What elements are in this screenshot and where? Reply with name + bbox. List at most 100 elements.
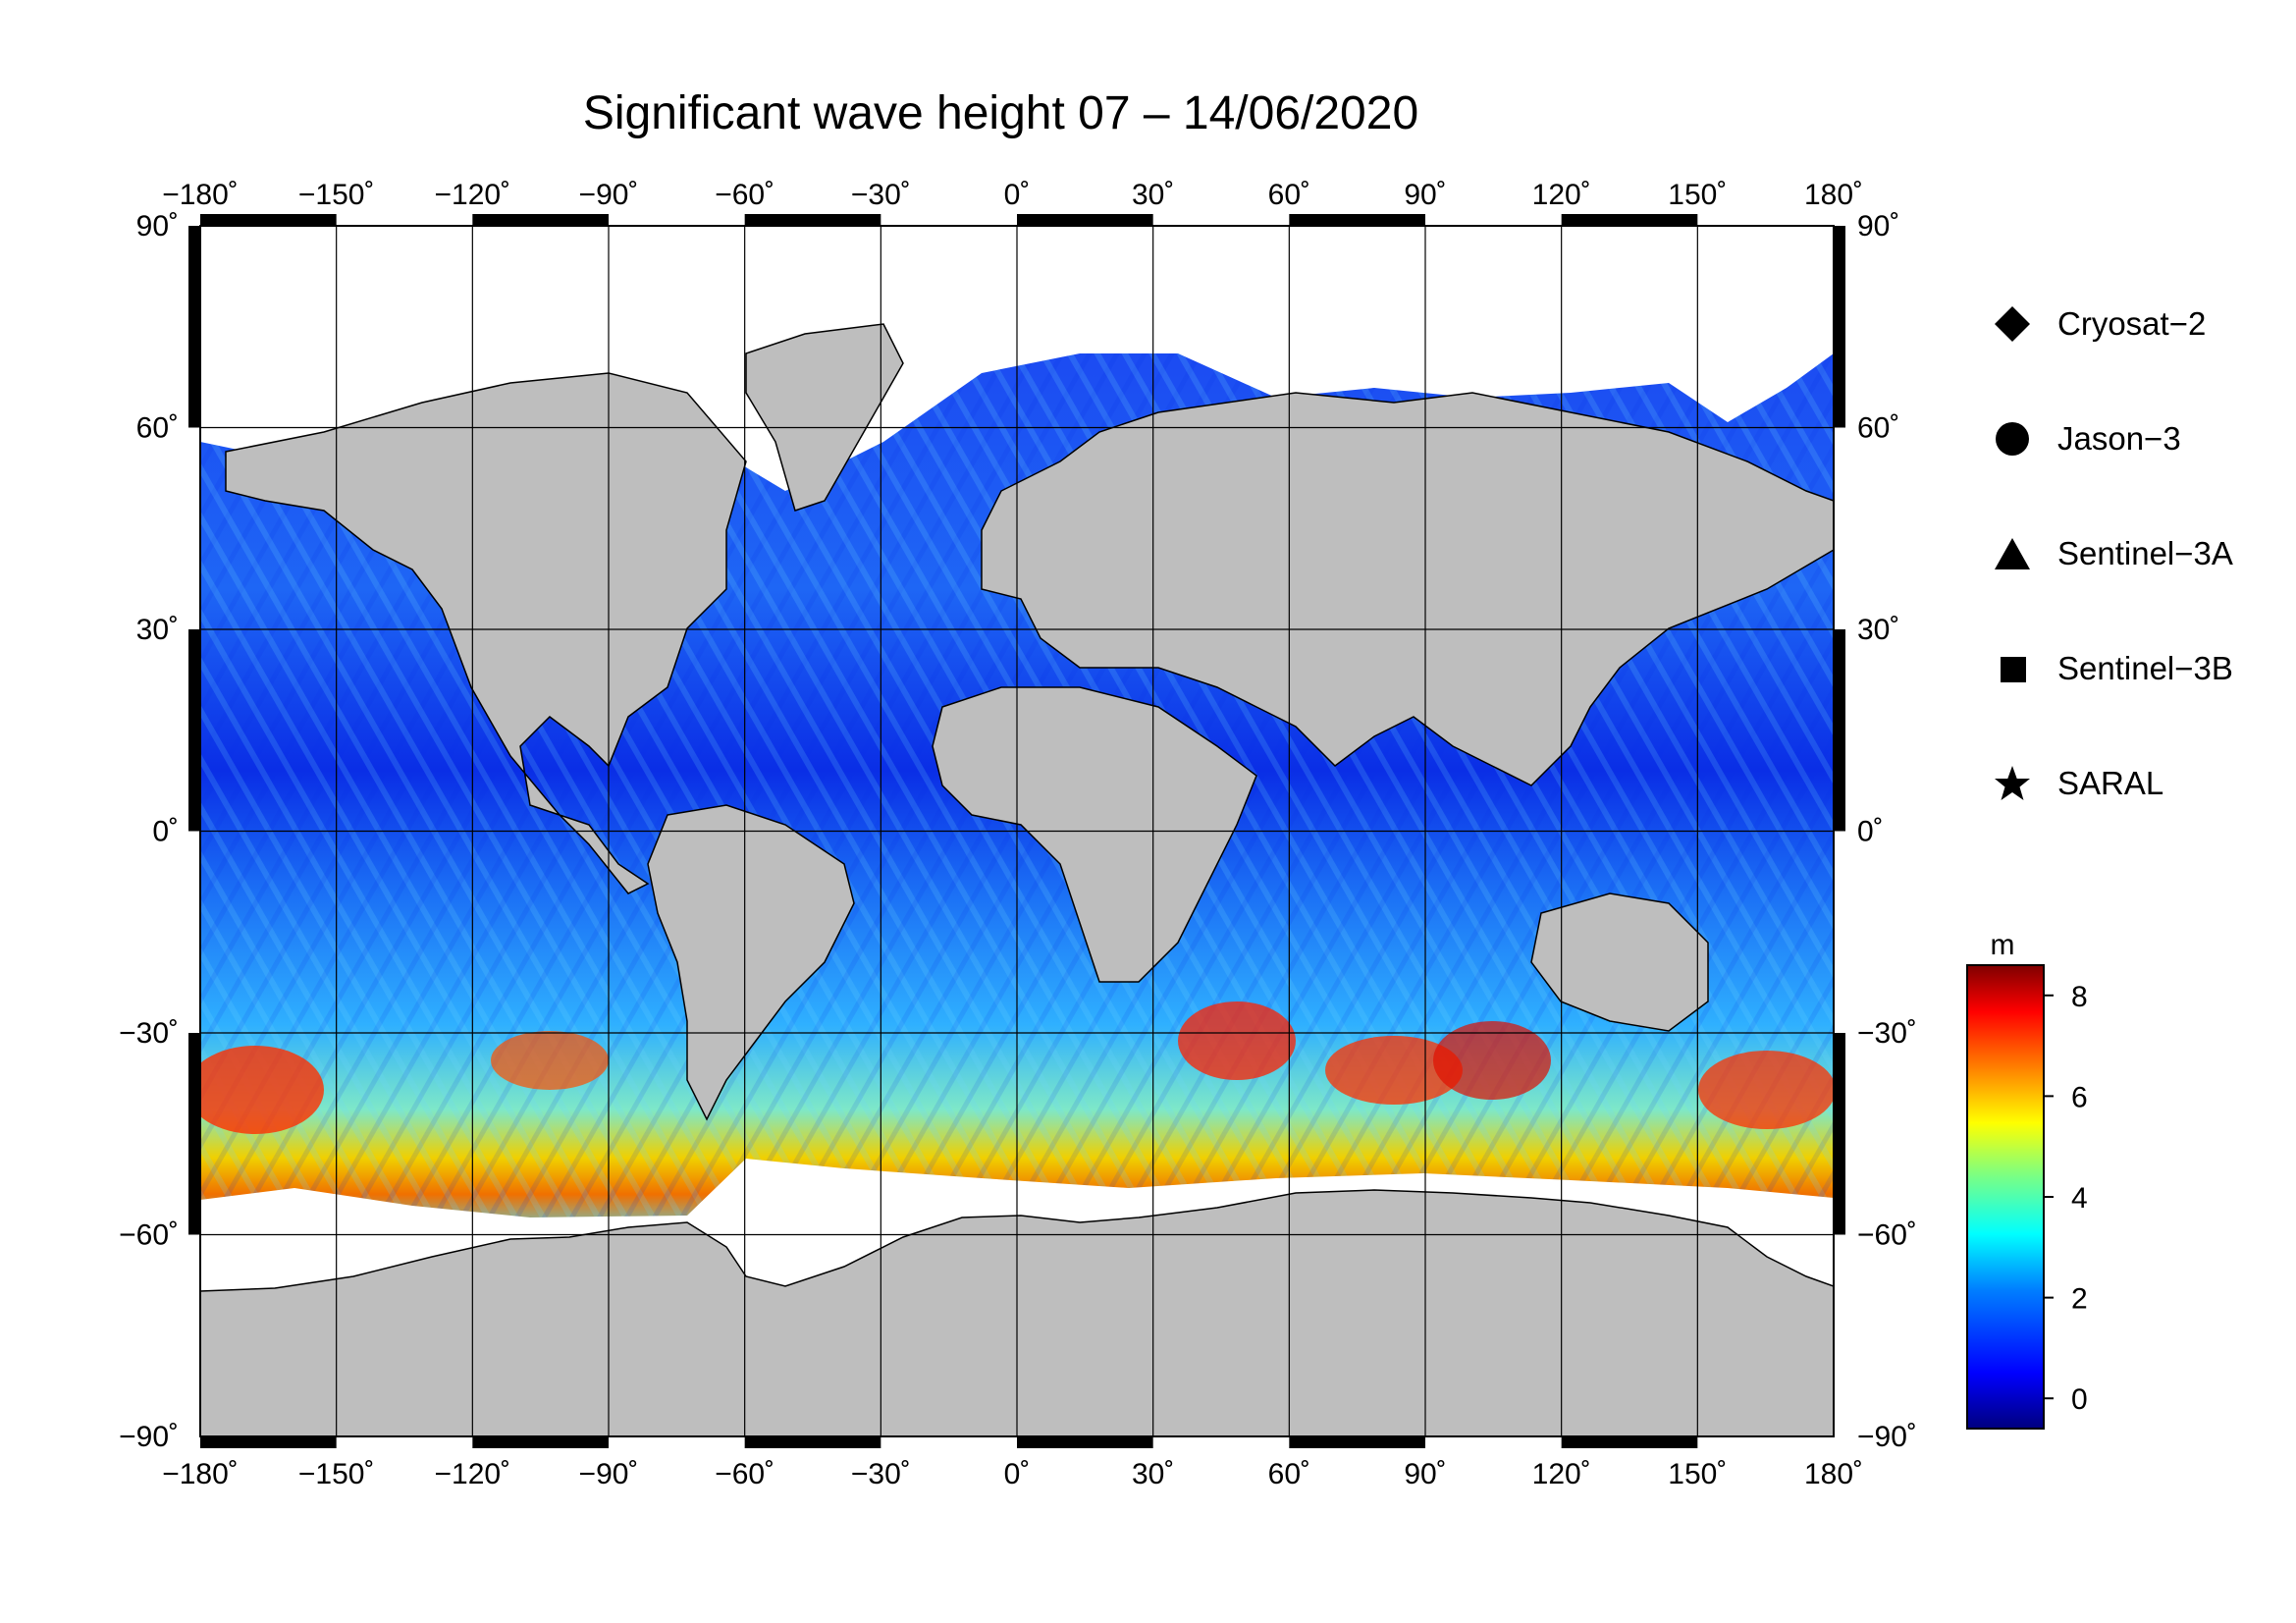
lon-label-top: 0˚ xyxy=(1004,179,1031,211)
colorbar-ticks: 8 6 4 2 0 xyxy=(2044,981,2088,1416)
swath-line xyxy=(2262,226,2296,1436)
colorbar-tick-label: 8 xyxy=(2071,981,2088,1013)
swath-line xyxy=(2262,226,2296,1436)
lat-label-right: −30˚ xyxy=(1857,1017,1917,1050)
legend-label: Sentinel−3B xyxy=(2057,650,2233,686)
lon-label-top: 60˚ xyxy=(1268,179,1310,211)
lon-label-bottom: −120˚ xyxy=(435,1458,511,1490)
swath-line xyxy=(2014,226,2296,1436)
lon-label-bottom: 60˚ xyxy=(1268,1458,1310,1490)
frame-bar-bottom xyxy=(472,1436,609,1448)
colorbar-tick-label: 4 xyxy=(2071,1182,2088,1215)
legend-label: SARAL xyxy=(2057,765,2164,801)
frame-bar-bottom xyxy=(744,1436,881,1448)
swath-line xyxy=(0,226,8,1436)
swath-line xyxy=(2097,226,2296,1436)
swath-line xyxy=(2069,226,2296,1436)
lat-label-left: 60˚ xyxy=(136,412,179,445)
lon-label-top: −60˚ xyxy=(715,179,774,211)
diamond-icon xyxy=(1993,304,2032,344)
lat-label-left: −30˚ xyxy=(119,1017,179,1050)
swath-line xyxy=(1877,226,2296,1436)
swath-line xyxy=(2179,226,2296,1436)
legend-item-cryosat: Cryosat−2 xyxy=(1993,295,2206,353)
swath-line xyxy=(2152,226,2296,1436)
swath-line xyxy=(0,226,118,1436)
swath-line xyxy=(0,226,35,1436)
swath-line xyxy=(0,226,173,1436)
lon-label-bottom: −60˚ xyxy=(715,1458,774,1490)
swath-line xyxy=(1904,226,2296,1436)
frame-bar-top xyxy=(200,214,337,226)
lon-label-top: −120˚ xyxy=(435,179,511,211)
swath-line xyxy=(1819,226,1834,253)
swath-line xyxy=(0,226,90,1436)
greenland-land xyxy=(745,323,904,512)
south-america-land xyxy=(647,804,855,1121)
lon-label-bottom: 90˚ xyxy=(1404,1458,1446,1490)
africa-land xyxy=(932,686,1257,983)
eurasia-land xyxy=(981,392,1834,786)
swath-line xyxy=(2234,226,2296,1436)
frame-bar-left xyxy=(188,226,200,428)
lon-label-bottom: −90˚ xyxy=(579,1458,639,1490)
swath-line xyxy=(0,226,118,1436)
swath-line xyxy=(0,226,63,1436)
lon-label-top: 30˚ xyxy=(1132,179,1174,211)
swath-line xyxy=(2289,226,2296,1436)
frame-bar-top xyxy=(1289,214,1425,226)
lon-label-top: −30˚ xyxy=(851,179,911,211)
lat-label-left: −90˚ xyxy=(119,1421,179,1453)
lat-label-right: 0˚ xyxy=(1857,816,1884,848)
lat-label-left: 0˚ xyxy=(152,816,179,848)
triangle-icon xyxy=(1993,534,2032,573)
frame-bar-left xyxy=(188,629,200,832)
swath-line xyxy=(2207,226,2296,1436)
lon-label-top: −90˚ xyxy=(579,179,639,211)
lon-label-bottom: −180˚ xyxy=(162,1458,239,1490)
longitude-labels: −180˚ −180˚ −150˚ −150˚ −120˚ −120˚ −90˚ −90˚ −6… xyxy=(162,179,1863,1490)
swath-line xyxy=(1819,1410,1834,1436)
swath-line xyxy=(0,226,63,1436)
lon-label-top: 150˚ xyxy=(1668,179,1727,211)
circle-icon xyxy=(1993,419,2032,459)
swath-line xyxy=(2289,226,2296,1436)
colorbar-tick-label: 2 xyxy=(2071,1283,2088,1316)
swath-line xyxy=(0,226,8,1436)
swath-line xyxy=(2124,226,2296,1436)
graticule xyxy=(200,226,1834,1436)
lat-label-right: 90˚ xyxy=(1857,210,1899,243)
swath-line xyxy=(0,226,145,1436)
australia-land xyxy=(1530,893,1709,1032)
lon-label-bottom: −30˚ xyxy=(851,1458,911,1490)
swath-line xyxy=(2069,226,2296,1436)
swath-line xyxy=(2207,226,2296,1436)
frame-bar-bottom xyxy=(1561,1436,1698,1448)
square-icon xyxy=(1993,649,2032,688)
swath-line xyxy=(1849,226,2296,1436)
frame-bar-top xyxy=(1561,214,1698,226)
lon-label-bottom: −150˚ xyxy=(298,1458,375,1490)
lon-label-top: 120˚ xyxy=(1532,179,1591,211)
swath-line xyxy=(1849,226,2296,1436)
frame-bar-right xyxy=(1834,226,1845,428)
lat-label-left: 90˚ xyxy=(136,210,179,243)
frame-bar-top xyxy=(1017,214,1153,226)
latitude-labels: 90˚ 90˚ 60˚ 60˚ 30˚ 30˚ 0˚ 0˚ −30˚ −30˚ −60˚ −60˚ −9… xyxy=(119,210,1917,1453)
swath-line xyxy=(2042,226,2296,1436)
frame-bar-right xyxy=(1834,629,1845,832)
lat-label-left: 30˚ xyxy=(136,614,179,646)
lat-label-right: −90˚ xyxy=(1857,1421,1917,1453)
lat-label-left: −60˚ xyxy=(119,1219,179,1252)
lon-label-bottom: 150˚ xyxy=(1668,1458,1727,1490)
swath-line xyxy=(2179,226,2296,1436)
colorbar xyxy=(1966,964,2045,1430)
swath-line xyxy=(1877,226,2296,1436)
colorbar-tick-label: 0 xyxy=(2071,1383,2088,1416)
swath-line xyxy=(0,226,90,1436)
frame-ticks-bar xyxy=(188,214,1845,1448)
frame-bar-top xyxy=(744,214,881,226)
lon-label-bottom: 120˚ xyxy=(1532,1458,1591,1490)
swath-line xyxy=(2097,226,2296,1436)
legend-label: Cryosat−2 xyxy=(2057,305,2207,342)
